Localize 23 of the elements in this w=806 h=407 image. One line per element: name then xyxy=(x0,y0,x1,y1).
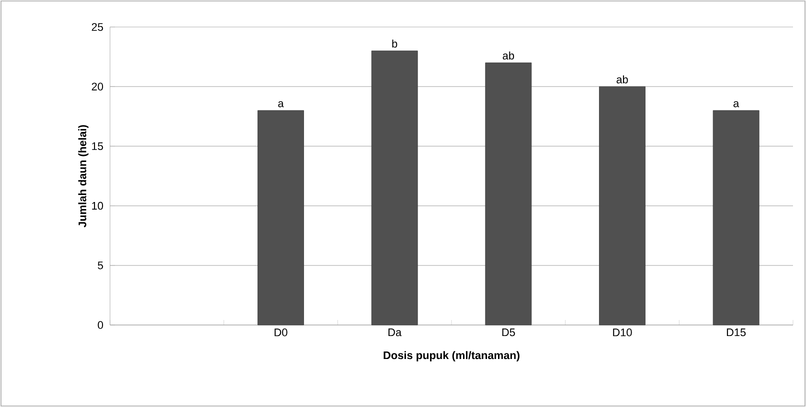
data-label: a xyxy=(278,101,284,108)
bar xyxy=(485,62,532,326)
y-tick-label: 10 xyxy=(92,202,104,210)
x-tick-label: D0 xyxy=(274,328,288,336)
data-label: ab xyxy=(616,75,628,84)
x-tick-label: D10 xyxy=(613,328,632,336)
y-tick-label: 15 xyxy=(92,142,104,150)
x-tick-label: D15 xyxy=(726,328,746,336)
x-tick-label: D5 xyxy=(502,328,515,336)
y-axis-title: Jumlah daun (helai) xyxy=(78,125,88,228)
bar xyxy=(258,110,304,326)
data-label: a xyxy=(734,101,740,108)
data-label: ab xyxy=(502,52,514,60)
data-label: b xyxy=(392,40,398,48)
y-tick-label: 5 xyxy=(98,262,104,270)
x-axis-title: Dosis pupuk (ml/tanaman) xyxy=(384,351,520,362)
y-tick-label: 20 xyxy=(92,82,104,90)
bar xyxy=(712,110,760,326)
y-tick-label: 0 xyxy=(98,321,104,329)
bar xyxy=(371,50,418,326)
bar xyxy=(599,86,646,326)
y-tick-label: 25 xyxy=(92,23,104,31)
x-tick-label: Da xyxy=(388,328,402,336)
